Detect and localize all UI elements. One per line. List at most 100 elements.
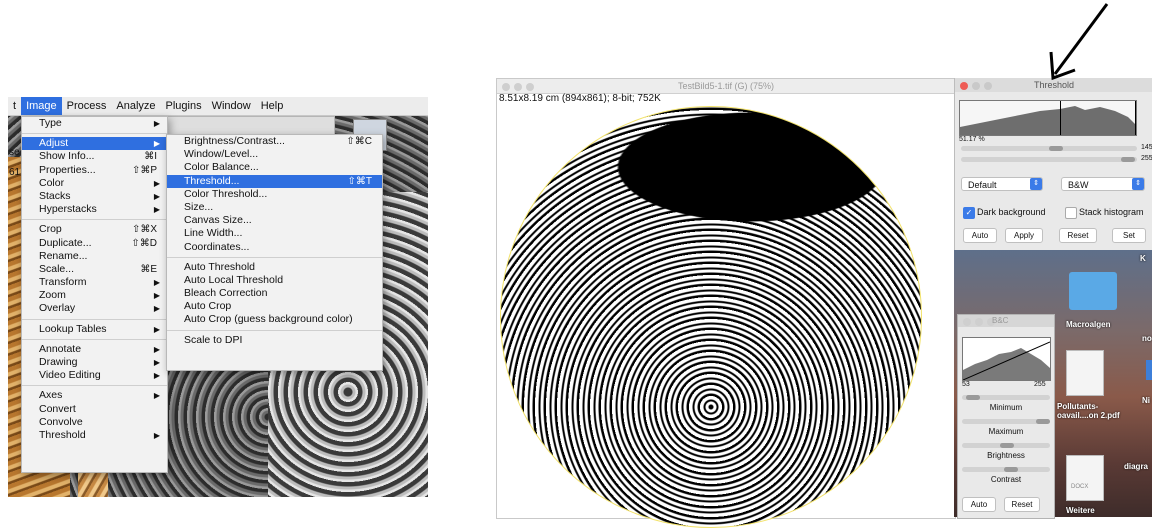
docx-file-icon[interactable]: DOCX xyxy=(1066,455,1104,501)
folder-label[interactable]: Macroalgen xyxy=(1066,320,1111,329)
minimize-button[interactable] xyxy=(972,82,980,90)
brightness-slider[interactable] xyxy=(962,443,1050,448)
menu-item-duplicate[interactable]: Duplicate... ⇧⌘D xyxy=(22,237,167,250)
menu-item-auto-crop[interactable]: Auto Crop xyxy=(167,300,382,313)
lower-threshold-slider[interactable] xyxy=(961,157,1137,162)
menu-item-brightness-contrast[interactable]: Brightness/Contrast... ⇧⌘C xyxy=(167,135,382,148)
menubar-item-image[interactable]: Image xyxy=(21,97,62,115)
menu-item-video-editing[interactable]: Video Editing ▶ xyxy=(22,369,167,382)
menu-item-label: Show Info... xyxy=(39,150,95,163)
menubar-item-process[interactable]: Process xyxy=(66,100,107,112)
menu-item-label: Auto Local Threshold xyxy=(184,273,284,286)
menubar-item-window[interactable]: Window xyxy=(211,100,251,112)
thresholded-circle-image[interactable] xyxy=(500,106,922,528)
menu-item-convert[interactable]: Convert xyxy=(22,403,167,416)
method-select[interactable]: Default ⇕ xyxy=(961,177,1043,191)
menu-item-threshold[interactable]: Threshold... ⇧⌘T xyxy=(167,174,382,188)
bc-histogram xyxy=(962,337,1051,381)
pdf-file-icon[interactable] xyxy=(1066,350,1104,396)
slider-knob[interactable] xyxy=(1049,146,1063,151)
menu-item-scale-to-dpi[interactable]: Scale to DPI xyxy=(167,334,382,347)
slider-knob[interactable] xyxy=(1000,443,1014,448)
menubar-item-help[interactable]: Help xyxy=(260,100,284,112)
menu-item-zoom[interactable]: Zoom ▶ xyxy=(22,289,167,302)
brightness-contrast-window[interactable]: B&C 53 255 Minimum Maximum Brightness Co… xyxy=(957,314,1055,519)
threshold-window[interactable]: Threshold 51.17 % 145 255 Default ⇕ B&W … xyxy=(954,78,1152,250)
zoom-button[interactable] xyxy=(526,83,534,91)
minimize-button[interactable] xyxy=(514,83,522,91)
folder-icon[interactable] xyxy=(1069,272,1117,310)
menu-item-bleach-correction[interactable]: Bleach Correction xyxy=(167,287,382,300)
apply-button[interactable]: Apply xyxy=(1005,228,1043,243)
bc-auto-button[interactable]: Auto xyxy=(962,497,996,512)
menu-item-scale[interactable]: Scale... ⌘E xyxy=(22,263,167,276)
menu-item-window-level[interactable]: Window/Level... xyxy=(167,148,382,161)
dark-background-label: Dark background xyxy=(977,207,1046,217)
submenu-arrow-icon: ▶ xyxy=(153,430,160,440)
slider-knob[interactable] xyxy=(966,395,980,400)
zoom-button[interactable] xyxy=(984,82,992,90)
dark-background-checkbox[interactable]: ✓ xyxy=(963,207,975,219)
slider-knob[interactable] xyxy=(1004,467,1018,472)
menu-item-coordinates[interactable]: Coordinates... xyxy=(167,241,382,254)
menu-item-axes[interactable]: Axes ▶ xyxy=(22,389,167,402)
contrast-slider[interactable] xyxy=(962,467,1050,472)
menu-item-convolve[interactable]: Convolve xyxy=(22,416,167,429)
menu-item-auto-local-threshold[interactable]: Auto Local Threshold xyxy=(167,274,382,287)
image-info-text: 8.51x8.19 cm (894x861); 8-bit; 752K xyxy=(499,93,661,104)
menu-item-color[interactable]: Color ▶ xyxy=(22,177,167,190)
menu-item-hyperstacks[interactable]: Hyperstacks ▶ xyxy=(22,203,167,216)
menu-item-rename[interactable]: Rename... xyxy=(22,250,167,263)
menu-item-show-info[interactable]: Show Info... ⌘I xyxy=(22,150,167,163)
maximum-slider[interactable] xyxy=(962,419,1050,424)
upper-threshold-slider[interactable] xyxy=(961,146,1137,151)
upper-threshold-value: 145 xyxy=(1141,144,1152,151)
menu-item-adjust[interactable]: Adjust ▶ xyxy=(22,137,167,151)
bc-titlebar[interactable]: B&C xyxy=(958,315,1054,327)
desktop-label-no: no xyxy=(1142,334,1152,343)
menu-item-overlay[interactable]: Overlay ▶ xyxy=(22,302,167,315)
menu-item-drawing[interactable]: Drawing ▶ xyxy=(22,356,167,369)
menu-item-threshold[interactable]: Threshold ▶ xyxy=(22,429,167,442)
docx-file-label[interactable]: Weitere xyxy=(1066,506,1095,515)
menubar-item-t[interactable]: t xyxy=(13,100,17,112)
menu-item-properties[interactable]: Properties... ⇧⌘P xyxy=(22,164,167,177)
set-button[interactable]: Set xyxy=(1112,228,1146,243)
threshold-titlebar[interactable]: Threshold xyxy=(955,78,1152,92)
reset-button[interactable]: Reset xyxy=(1059,228,1097,243)
menu-item-auto-crop-guess-background-color[interactable]: Auto Crop (guess background color) xyxy=(167,313,382,326)
image-window[interactable]: TestBild5-1.tif (G) (75%) 8.51x8.19 cm (… xyxy=(496,78,956,528)
menu-item-label: Convolve xyxy=(39,415,83,428)
menu-item-transform[interactable]: Transform ▶ xyxy=(22,276,167,289)
menubar-item-analyze[interactable]: Analyze xyxy=(116,100,156,112)
image-window-titlebar[interactable]: TestBild5-1.tif (G) (75%) xyxy=(497,79,955,94)
menu-item-color-balance[interactable]: Color Balance... xyxy=(167,161,382,174)
minimize-button[interactable] xyxy=(975,318,983,326)
pdf-file-label[interactable]: Pollutants- oavail....on 2.pdf xyxy=(1057,402,1120,420)
menu-item-lookup-tables[interactable]: Lookup Tables ▶ xyxy=(22,323,167,336)
menu-item-auto-threshold[interactable]: Auto Threshold xyxy=(167,261,382,274)
menu-item-line-width[interactable]: Line Width... xyxy=(167,227,382,240)
file-icon-partial[interactable] xyxy=(1146,360,1152,380)
stack-histogram-checkbox[interactable] xyxy=(1065,207,1077,219)
slider-knob[interactable] xyxy=(1121,157,1135,162)
close-button[interactable] xyxy=(502,83,510,91)
threshold-percent: 51.17 % xyxy=(959,136,985,143)
auto-button[interactable]: Auto xyxy=(963,228,997,243)
slider-knob[interactable] xyxy=(1036,419,1050,424)
menu-item-annotate[interactable]: Annotate ▶ xyxy=(22,343,167,356)
minimum-slider[interactable] xyxy=(962,395,1050,400)
zoom-button[interactable] xyxy=(987,318,995,326)
bc-reset-button[interactable]: Reset xyxy=(1004,497,1040,512)
close-button[interactable] xyxy=(963,318,971,326)
menu-item-crop[interactable]: Crop ⇧⌘X xyxy=(22,223,167,236)
menubar-item-plugins[interactable]: Plugins xyxy=(165,100,202,112)
menu-item-size[interactable]: Size... xyxy=(167,201,382,214)
menu-item-color-threshold[interactable]: Color Threshold... xyxy=(167,188,382,201)
menu-item-stacks[interactable]: Stacks ▶ xyxy=(22,190,167,203)
close-button[interactable] xyxy=(960,82,968,90)
brightness-label: Brightness xyxy=(987,451,1025,460)
menu-item-canvas-size[interactable]: Canvas Size... xyxy=(167,214,382,227)
menu-item-type[interactable]: Type ▶ xyxy=(22,117,167,130)
mode-select[interactable]: B&W ⇕ xyxy=(1061,177,1145,191)
